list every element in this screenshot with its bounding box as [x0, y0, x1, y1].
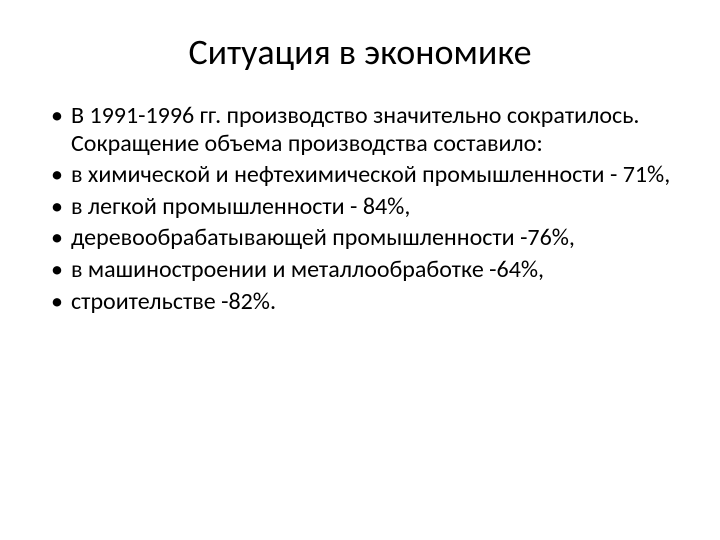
list-item: деревообрабатывающей промышленности -76%… [45, 224, 675, 252]
list-item: в легкой промышленности - 84%, [45, 193, 675, 221]
slide-title: Ситуация в экономике [45, 30, 675, 74]
bullet-list: В 1991-1996 гг. производство значительно… [45, 102, 675, 315]
list-item: в химической и нефтехимической промышлен… [45, 161, 675, 189]
list-item: строительстве -82%. [45, 288, 675, 316]
list-item: в машиностроении и металлообработке -64%… [45, 256, 675, 284]
list-item: В 1991-1996 гг. производство значительно… [45, 102, 675, 157]
